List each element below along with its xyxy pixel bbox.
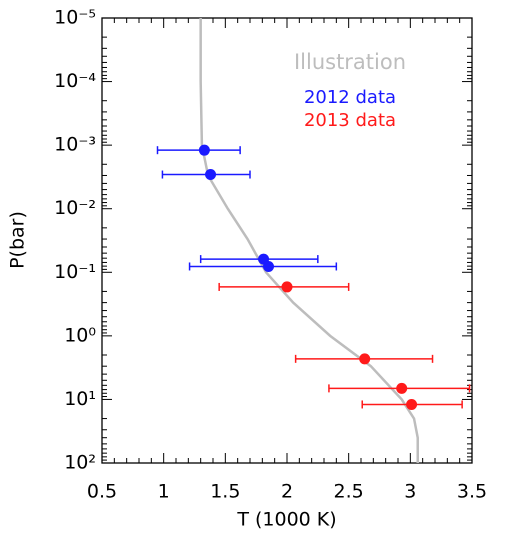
legend-entry: 2013 data: [304, 110, 396, 131]
y-tick-label: 10⁻³: [54, 134, 96, 156]
y-axis-label: P(bar): [7, 211, 29, 269]
plot-frame: [101, 17, 473, 464]
x-tick-label: 0.5: [87, 481, 117, 503]
y-tick-label: 10⁰: [64, 324, 96, 346]
x-tick-label: 3: [404, 481, 416, 503]
legend-entry: Illustration: [294, 50, 406, 74]
y-tick-label: 10²: [64, 452, 96, 474]
y-tick-label: 10⁻²: [54, 197, 96, 219]
curve: [199, 18, 419, 463]
y-tick-label: 10⁻⁴: [54, 70, 96, 92]
y-tick-label: 10¹: [64, 388, 96, 410]
y-tick-label: 10⁻⁵: [54, 7, 96, 29]
point: [396, 382, 408, 394]
point: [205, 169, 217, 181]
x-tick-label: 2.5: [334, 481, 364, 503]
x-tick-label: 2: [281, 481, 293, 503]
x-tick-label: 1.5: [210, 481, 240, 503]
x-tick-label: 3.5: [457, 481, 487, 503]
legend-entry: 2012 data: [304, 87, 396, 108]
point: [406, 398, 418, 410]
point: [263, 260, 274, 272]
x-tick-label: 1: [158, 481, 170, 503]
y-tick-label: 10⁻¹: [54, 261, 96, 283]
point: [281, 281, 293, 293]
point: [198, 144, 210, 156]
point: [359, 353, 371, 365]
x-axis-label: T (1000 K): [236, 509, 336, 531]
